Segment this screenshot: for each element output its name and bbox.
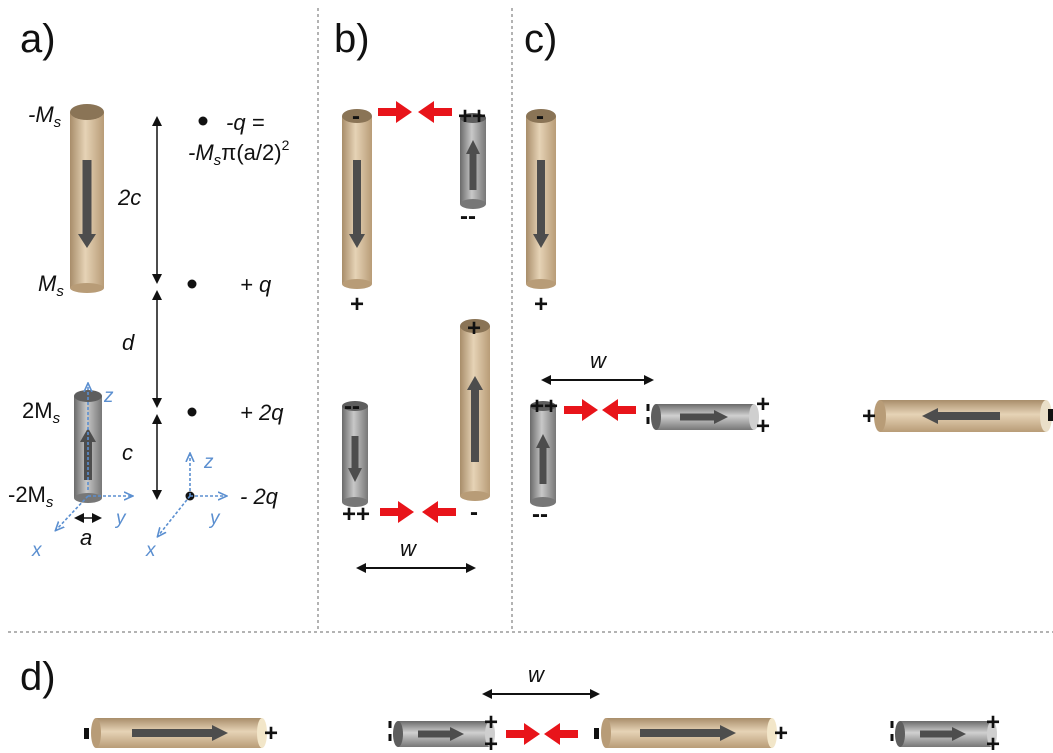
force-arrows-c: [564, 399, 636, 421]
sign-d3-right: +: [774, 720, 788, 747]
axis-z-label: z: [103, 386, 114, 407]
separation-label-c: w: [590, 348, 608, 373]
svg-text:-Msπ(a/2)2: -Msπ(a/2)2: [188, 137, 290, 169]
gray-rod-vertical: [74, 390, 102, 503]
charge-plus-2q: + 2q: [240, 400, 284, 425]
label-neg-ms: -Ms: [28, 102, 62, 131]
panel-label-a: a): [20, 17, 56, 61]
sign-c1-top: -: [536, 103, 544, 130]
svg-text:2Ms: 2Ms: [22, 398, 61, 427]
panel-label-b: b): [334, 17, 370, 61]
charge-neg-q-line2: -Msπ(a/2)2: [188, 137, 290, 169]
sign-b1-top: -: [352, 103, 360, 130]
svg-text:-Ms: -Ms: [28, 102, 62, 131]
axis-x-label: x: [31, 540, 43, 561]
charge-dot-plus-q: [187, 279, 197, 289]
tan-rod-c1: [526, 109, 556, 289]
svg-text:Ms: Ms: [38, 271, 64, 300]
svg-text:y: y: [208, 508, 221, 529]
separation-label-d: w: [528, 662, 546, 687]
tan-rod-b4: [460, 319, 490, 501]
sign-b4-bottom: -: [470, 499, 478, 526]
dimension-line: 2c d c: [117, 116, 162, 500]
charge-dot-neg-q: [198, 116, 208, 126]
sign-d4-right-bottom: +: [986, 731, 1000, 753]
label-c: c: [122, 440, 133, 465]
sign-d1-right: +: [264, 720, 278, 747]
panel-d: + + + w +: [84, 662, 1000, 753]
sign-b2-bottom: --: [460, 203, 476, 230]
gray-rod-b2: [460, 113, 486, 209]
svg-text:-2Ms: -2Ms: [8, 482, 54, 511]
panel-b: - + ++ -- -- ++: [342, 101, 490, 573]
sign-c4-left: +: [862, 403, 876, 430]
label-d: d: [122, 330, 135, 355]
sign-d3-left: [594, 728, 599, 739]
sign-d1-left: [84, 728, 89, 739]
panel-label-d: d): [20, 655, 56, 699]
gray-rod-c3: [651, 404, 759, 430]
gray-rod-d4: [895, 721, 997, 747]
tan-rod-c4: [874, 400, 1052, 432]
panel-c: - + w ++ -- + +: [526, 103, 1053, 528]
sign-b3-top: --: [344, 393, 360, 420]
label-2c: 2c: [117, 185, 141, 210]
svg-text:x: x: [145, 540, 157, 561]
rod-axes: z y x: [31, 384, 132, 561]
tan-rod-d3: [601, 718, 777, 748]
gray-rod-d2: [393, 721, 495, 747]
sign-b4-top: +: [467, 315, 481, 342]
label-neg-two-ms: -2Ms: [8, 482, 54, 511]
force-arrows-b-top: [378, 101, 452, 123]
charge-neg-q-line1: -q =: [226, 110, 265, 135]
label-two-ms: 2Ms: [22, 398, 61, 427]
force-arrows-d: [506, 723, 578, 745]
sign-c3-right-top: +: [756, 391, 770, 418]
sign-d2-right-top: +: [484, 709, 498, 736]
sign-c1-bottom: +: [534, 291, 548, 318]
panel-a: z y x a -Ms Ms 2Ms -2Ms 2c d c: [8, 102, 290, 561]
sign-c4-right: [1048, 409, 1053, 421]
axis-y-label: y: [114, 508, 127, 529]
label-a: a: [80, 525, 92, 550]
svg-text:z: z: [203, 452, 214, 473]
gray-rod-c2: [530, 401, 556, 507]
charge-dot-plus-2q: [187, 407, 197, 417]
gray-rod-b3: [342, 401, 368, 507]
sign-b3-bottom: ++: [342, 501, 370, 528]
sign-d4-right-top: +: [986, 709, 1000, 736]
panel-label-c: c): [524, 17, 557, 61]
charge-axes: z y x: [145, 452, 226, 561]
label-ms: Ms: [38, 271, 64, 300]
sign-d2-right-bottom: +: [484, 731, 498, 753]
tan-rod-vertical: [70, 104, 104, 293]
sign-b2-top: ++: [458, 103, 486, 130]
sign-c3-right-bottom: +: [756, 413, 770, 440]
charge-plus-q: + q: [240, 272, 272, 297]
separation-label-b: w: [400, 536, 418, 561]
sign-c2-top: ++: [530, 393, 558, 420]
charge-minus-2q: - 2q: [240, 484, 279, 509]
tan-rod-b1: [342, 109, 372, 289]
force-arrows-b-bottom: [380, 501, 456, 523]
tan-rod-d1: [91, 718, 267, 748]
sign-c2-bottom: --: [532, 501, 548, 528]
sign-b1-bottom: +: [350, 291, 364, 318]
